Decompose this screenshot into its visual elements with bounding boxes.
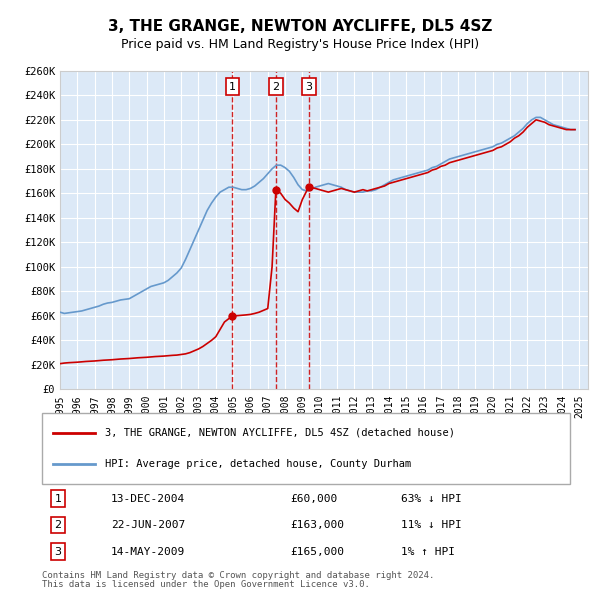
Text: This data is licensed under the Open Government Licence v3.0.: This data is licensed under the Open Gov… — [42, 579, 370, 589]
Text: 3: 3 — [55, 546, 61, 556]
Text: 1: 1 — [229, 82, 236, 91]
Text: 2: 2 — [54, 520, 61, 530]
Text: 3, THE GRANGE, NEWTON AYCLIFFE, DL5 4SZ (detached house): 3, THE GRANGE, NEWTON AYCLIFFE, DL5 4SZ … — [106, 428, 455, 438]
FancyBboxPatch shape — [42, 413, 570, 484]
Text: 14-MAY-2009: 14-MAY-2009 — [110, 546, 185, 556]
Text: 2: 2 — [272, 82, 280, 91]
Text: 3, THE GRANGE, NEWTON AYCLIFFE, DL5 4SZ: 3, THE GRANGE, NEWTON AYCLIFFE, DL5 4SZ — [108, 19, 492, 34]
Text: 63% ↓ HPI: 63% ↓ HPI — [401, 494, 462, 504]
Text: Contains HM Land Registry data © Crown copyright and database right 2024.: Contains HM Land Registry data © Crown c… — [42, 571, 434, 580]
Text: 11% ↓ HPI: 11% ↓ HPI — [401, 520, 462, 530]
Text: 3: 3 — [305, 82, 312, 91]
Text: £163,000: £163,000 — [290, 520, 344, 530]
Text: 13-DEC-2004: 13-DEC-2004 — [110, 494, 185, 504]
Text: 1: 1 — [55, 494, 61, 504]
Text: 22-JUN-2007: 22-JUN-2007 — [110, 520, 185, 530]
Text: HPI: Average price, detached house, County Durham: HPI: Average price, detached house, Coun… — [106, 459, 412, 469]
Text: £60,000: £60,000 — [290, 494, 337, 504]
Text: 1% ↑ HPI: 1% ↑ HPI — [401, 546, 455, 556]
Text: Price paid vs. HM Land Registry's House Price Index (HPI): Price paid vs. HM Land Registry's House … — [121, 38, 479, 51]
Text: £165,000: £165,000 — [290, 546, 344, 556]
